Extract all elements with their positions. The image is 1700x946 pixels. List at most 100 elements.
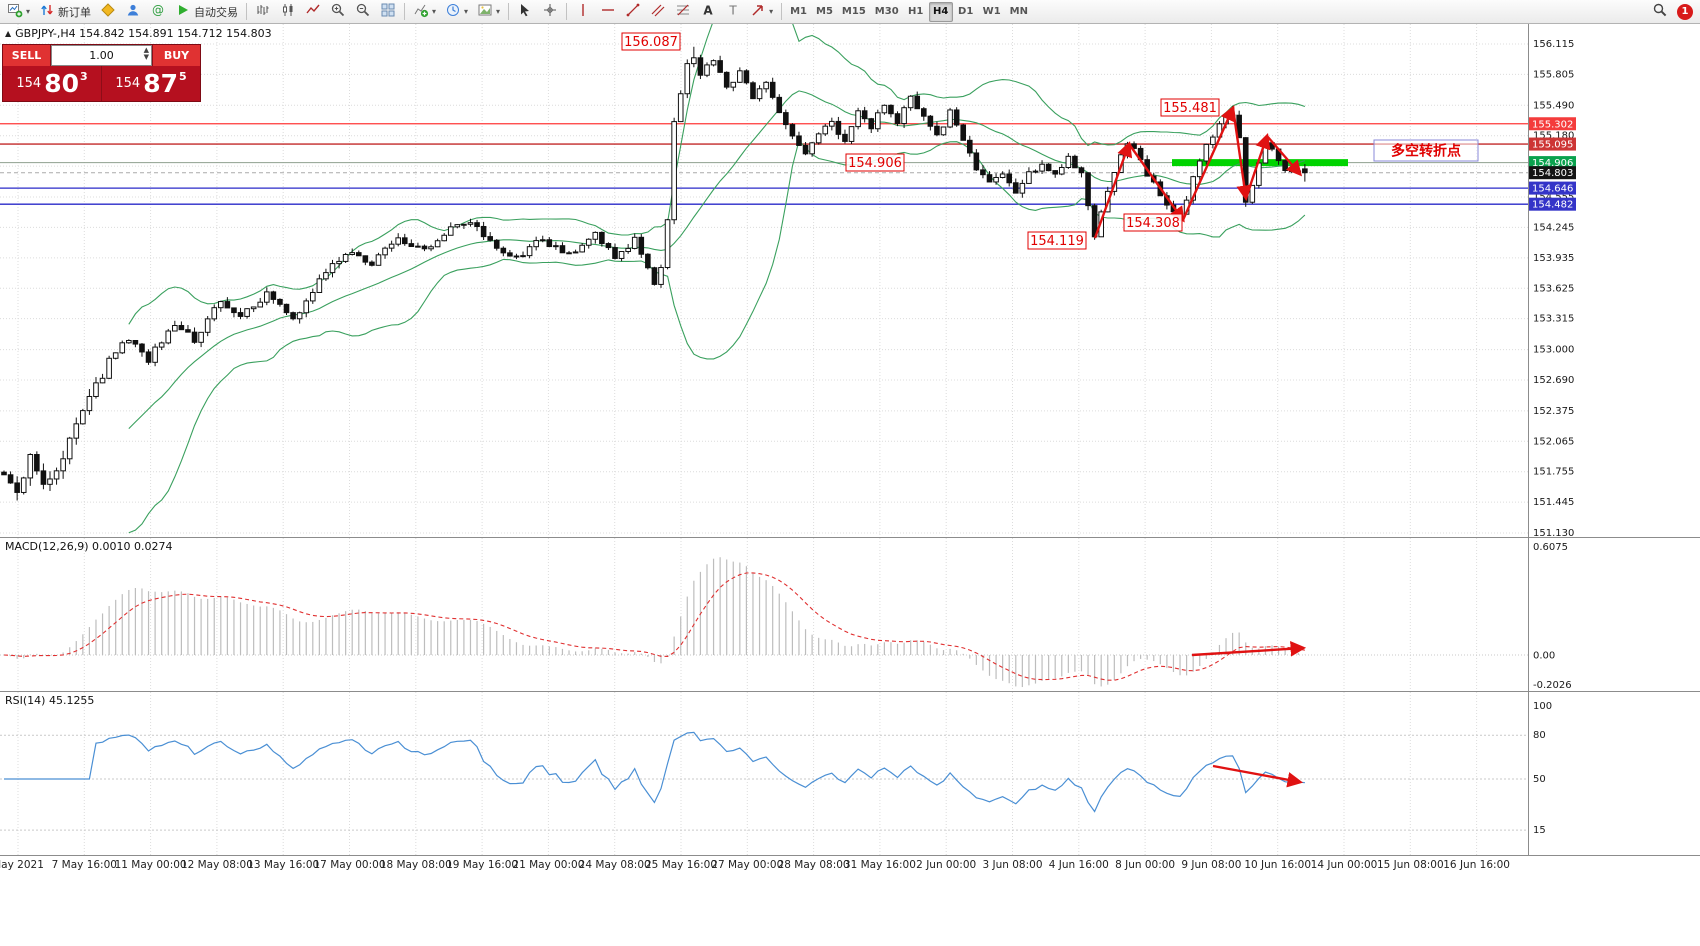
time-label: 14 Jun 00:00 <box>1310 859 1378 871</box>
bars-icon <box>255 2 271 21</box>
indicators-button[interactable]: ▾ <box>409 2 440 22</box>
fibo-icon <box>675 2 691 21</box>
label-button[interactable]: T <box>721 2 745 22</box>
timeframe-h1-button[interactable]: H1 <box>908 6 924 17</box>
sell-button[interactable]: SELL <box>3 45 51 66</box>
tile-icon <box>380 2 396 21</box>
arrows-button[interactable]: ▾ <box>746 2 777 22</box>
svg-text:151.755: 151.755 <box>1533 467 1574 478</box>
price-label-annotation[interactable]: 155.481 <box>1160 98 1220 117</box>
metaeditor-button[interactable] <box>96 2 120 22</box>
trendline-icon <box>625 2 641 21</box>
cursor-button[interactable] <box>513 2 537 22</box>
play-icon <box>175 2 191 21</box>
chart-plus-icon <box>7 2 23 21</box>
timeframe-m5-button[interactable]: M5 <box>816 6 833 17</box>
timeframe-m30-button[interactable]: M30 <box>874 6 899 17</box>
toolbar-separator <box>246 3 248 20</box>
time-label: 31 May 16:00 <box>843 859 916 871</box>
axis-price-tag: 154.803 <box>1529 166 1576 180</box>
search-button[interactable] <box>1648 2 1672 22</box>
rsi-panel[interactable]: 100 80 50 15 <box>0 692 1700 856</box>
macd-axis[interactable]: 0.6075 0.00 -0.2026 <box>1533 542 1572 691</box>
bar-chart-button[interactable] <box>251 2 275 22</box>
zoomin-icon <box>330 2 346 21</box>
new-chart-button[interactable]: ▾ <box>3 2 34 22</box>
time-label: 16 Jun 16:00 <box>1443 859 1510 871</box>
horizontal-line-button[interactable] <box>596 2 620 22</box>
macd-trend-arrow[interactable] <box>1191 641 1307 657</box>
sell-price[interactable]: 154 80 3 <box>3 66 102 101</box>
vline-icon <box>575 2 591 21</box>
volume-stepper[interactable]: 1.00 ▲ ▼ <box>51 45 152 66</box>
timeframe-w1-button[interactable]: W1 <box>982 6 1001 17</box>
timeframe-mn-button[interactable]: MN <box>1009 6 1028 17</box>
svg-text:154.906: 154.906 <box>848 156 902 171</box>
new-order-button[interactable]: 新订单 <box>35 2 95 22</box>
text-button[interactable]: A <box>696 2 720 22</box>
line-chart-button[interactable] <box>301 2 325 22</box>
svg-text:151.130: 151.130 <box>1533 528 1574 538</box>
at-icon: @ <box>150 2 166 21</box>
main-chart[interactable]: 156.087 154.906 154.119 154.308 155.481 多空转折点… <box>0 24 1700 538</box>
template-icon <box>477 2 493 21</box>
channel-icon <box>650 2 666 21</box>
svg-text:155.805: 155.805 <box>1533 69 1574 80</box>
rsi-indicator-label: RSI(14) 45.1255 <box>5 694 95 707</box>
svg-text:153.315: 153.315 <box>1533 314 1574 325</box>
search-icon <box>1652 2 1668 21</box>
svg-text:A: A <box>703 4 713 18</box>
templates-button[interactable]: ▾ <box>473 2 504 22</box>
time-label: 21 May 00:00 <box>512 859 585 871</box>
volume-value[interactable]: 1.00 <box>89 49 114 62</box>
time-label: 3 Jun 08:00 <box>982 859 1043 871</box>
zoomout-icon <box>355 2 371 21</box>
crosshair-button[interactable] <box>538 2 562 22</box>
zoom-out-button[interactable] <box>351 2 375 22</box>
axis-price-tag: 155.302 <box>1529 117 1576 131</box>
svg-text:@: @ <box>152 3 164 17</box>
time-label: 12 May 08:00 <box>180 859 253 871</box>
periods-button[interactable]: ▾ <box>441 2 472 22</box>
svg-text:多空转折点: 多空转折点 <box>1391 143 1461 160</box>
time-label: 4 Jun 16:00 <box>1048 859 1109 871</box>
buy-button[interactable]: BUY <box>152 45 200 66</box>
market-watch-button[interactable] <box>121 2 145 22</box>
note-annotation[interactable]: 多空转折点 <box>1373 139 1479 162</box>
candlestick-chart-button[interactable] <box>276 2 300 22</box>
timeframe-m15-button[interactable]: M15 <box>841 6 866 17</box>
zoom-in-button[interactable] <box>326 2 350 22</box>
svg-text:151.445: 151.445 <box>1533 497 1574 508</box>
community-button[interactable]: @ <box>146 2 170 22</box>
rsi-axis[interactable]: 100 80 50 15 <box>1533 701 1552 836</box>
timeframe-h4-button[interactable]: H4 <box>928 1 953 22</box>
timeframe-m1-button[interactable]: M1 <box>790 6 807 17</box>
price-label-annotation[interactable]: 154.906 <box>845 153 905 172</box>
fibonacci-button[interactable] <box>671 2 695 22</box>
dropdown-arrow-icon: ▾ <box>432 7 437 16</box>
timeframe-d1-button[interactable]: D1 <box>958 6 974 17</box>
svg-text:155.095: 155.095 <box>1532 140 1573 151</box>
buy-price[interactable]: 154 87 5 <box>115 69 187 98</box>
rsi-trend-arrow[interactable] <box>1212 764 1304 788</box>
trend-arrows[interactable] <box>1093 105 1303 239</box>
time-label: 15 Jun 08:00 <box>1376 859 1444 871</box>
tile-windows-button[interactable] <box>376 2 400 22</box>
time-label: 28 May 08:00 <box>777 859 850 871</box>
notification-badge[interactable]: 1 <box>1677 3 1693 20</box>
vertical-line-button[interactable] <box>571 2 595 22</box>
volume-spinner-icon[interactable]: ▲ ▼ <box>143 46 149 61</box>
price-label-annotation[interactable]: 154.308 <box>1123 213 1183 232</box>
price-axis[interactable]: 156.115155.805155.490155.180154.870154.5… <box>1529 39 1576 538</box>
one-click-toggle-icon[interactable]: ▲ <box>5 29 12 38</box>
arrowtool-icon <box>750 2 766 21</box>
autotrading-button[interactable]: 自动交易 <box>171 2 242 22</box>
price-label-annotation[interactable]: 154.119 <box>1027 231 1087 250</box>
channel-button[interactable] <box>646 2 670 22</box>
macd-panel[interactable]: 0.6075 0.00 -0.2026 <box>0 538 1700 692</box>
time-label: 11 May 00:00 <box>114 859 187 871</box>
price-label-annotation[interactable]: 156.087 <box>621 32 681 51</box>
trendline-button[interactable] <box>621 2 645 22</box>
svg-text:100: 100 <box>1533 701 1552 712</box>
